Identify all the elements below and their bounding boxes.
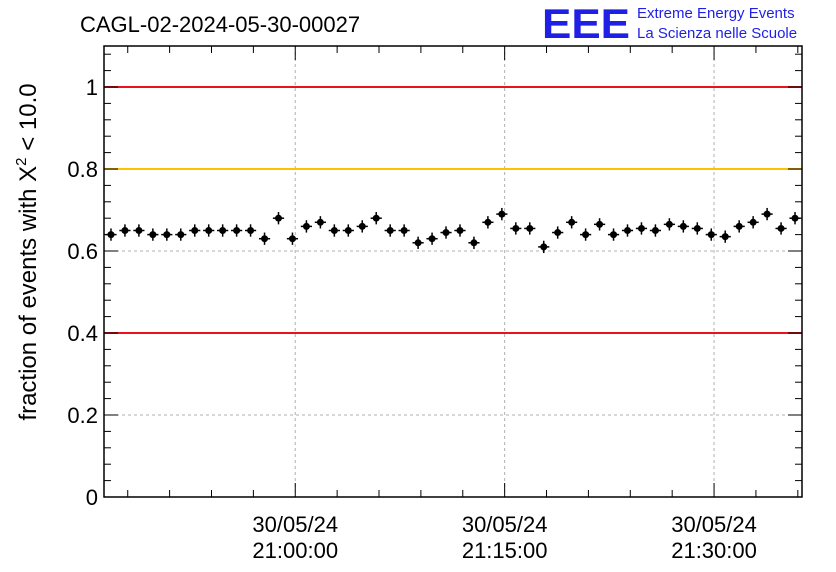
data-point (414, 239, 422, 247)
data-point (163, 231, 171, 239)
eee-logo-letters: EEE (542, 0, 630, 47)
data-point (191, 227, 199, 234)
data-point (428, 235, 436, 243)
data-point (386, 227, 394, 234)
y-tick-label: 0 (86, 485, 98, 510)
data-point (512, 224, 520, 232)
data-point (596, 220, 604, 228)
data-point (275, 214, 282, 222)
y-axis-title-main: fraction of events with X (15, 166, 42, 421)
data-point (107, 231, 115, 239)
x-tick-label-time: 21:00:00 (252, 538, 338, 563)
run-title: CAGL-02-2024-05-30-00027 (80, 12, 360, 37)
data-point (624, 227, 631, 234)
data-point (610, 231, 618, 239)
data-point (470, 239, 478, 247)
data-point (233, 227, 241, 234)
data-point (526, 224, 534, 232)
x-tick-label-time: 21:15:00 (462, 538, 548, 563)
data-point (693, 224, 701, 232)
data-point (749, 218, 757, 226)
data-point (735, 222, 743, 230)
y-axis-title-superscript: 2 (13, 157, 30, 165)
data-point (540, 243, 548, 251)
data-point (484, 218, 492, 226)
data-point (358, 222, 366, 230)
y-tick-label: 0.6 (67, 239, 98, 264)
data-point (679, 222, 687, 230)
data-point (302, 222, 310, 230)
data-point (582, 231, 590, 239)
data-point (456, 227, 464, 234)
x-tick-label-date: 30/05/24 (252, 512, 338, 537)
data-point (707, 231, 715, 239)
data-point (442, 229, 450, 237)
x-tick-label-date: 30/05/24 (671, 512, 757, 537)
data-point (177, 231, 185, 239)
data-point (637, 224, 645, 232)
y-tick-label: 0.8 (67, 157, 98, 182)
data-point (554, 229, 562, 237)
data-point (121, 227, 129, 234)
data-point (400, 227, 408, 234)
data-point (498, 210, 506, 218)
eee-logo-line1: Extreme Energy Events (637, 5, 795, 22)
eee-logo: EEE Extreme Energy Events La Scienza nel… (542, 0, 797, 47)
data-point (205, 227, 213, 234)
y-tick-label: 0.2 (67, 403, 98, 428)
y-tick-label: 1 (86, 75, 98, 100)
data-point (665, 220, 673, 228)
data-point (721, 233, 729, 241)
data-point (651, 227, 659, 234)
x-tick-label-date: 30/05/24 (462, 512, 548, 537)
data-point (288, 235, 296, 243)
data-point (261, 235, 269, 243)
y-tick-label: 0.4 (67, 321, 98, 346)
data-point (344, 227, 352, 234)
data-point (135, 227, 143, 234)
data-point (149, 231, 157, 239)
y-axis-title-tail: < 10.0 (15, 83, 42, 157)
data-point (763, 210, 771, 218)
data-point (316, 218, 324, 226)
plot-frame (103, 45, 803, 498)
data-point (219, 227, 227, 234)
data-point (247, 227, 255, 234)
y-axis-title: fraction of events with X2 < 10.0 (13, 83, 42, 420)
data-point (568, 218, 576, 226)
data-point (777, 224, 785, 232)
plot-area: 00.20.40.60.8130/05/2421:00:0030/05/2421… (67, 45, 803, 563)
data-point (372, 214, 380, 222)
x-tick-label-time: 21:30:00 (671, 538, 757, 563)
data-point (330, 227, 338, 234)
eee-logo-line2: La Scienza nelle Scuole (637, 25, 797, 42)
data-point (791, 214, 799, 222)
